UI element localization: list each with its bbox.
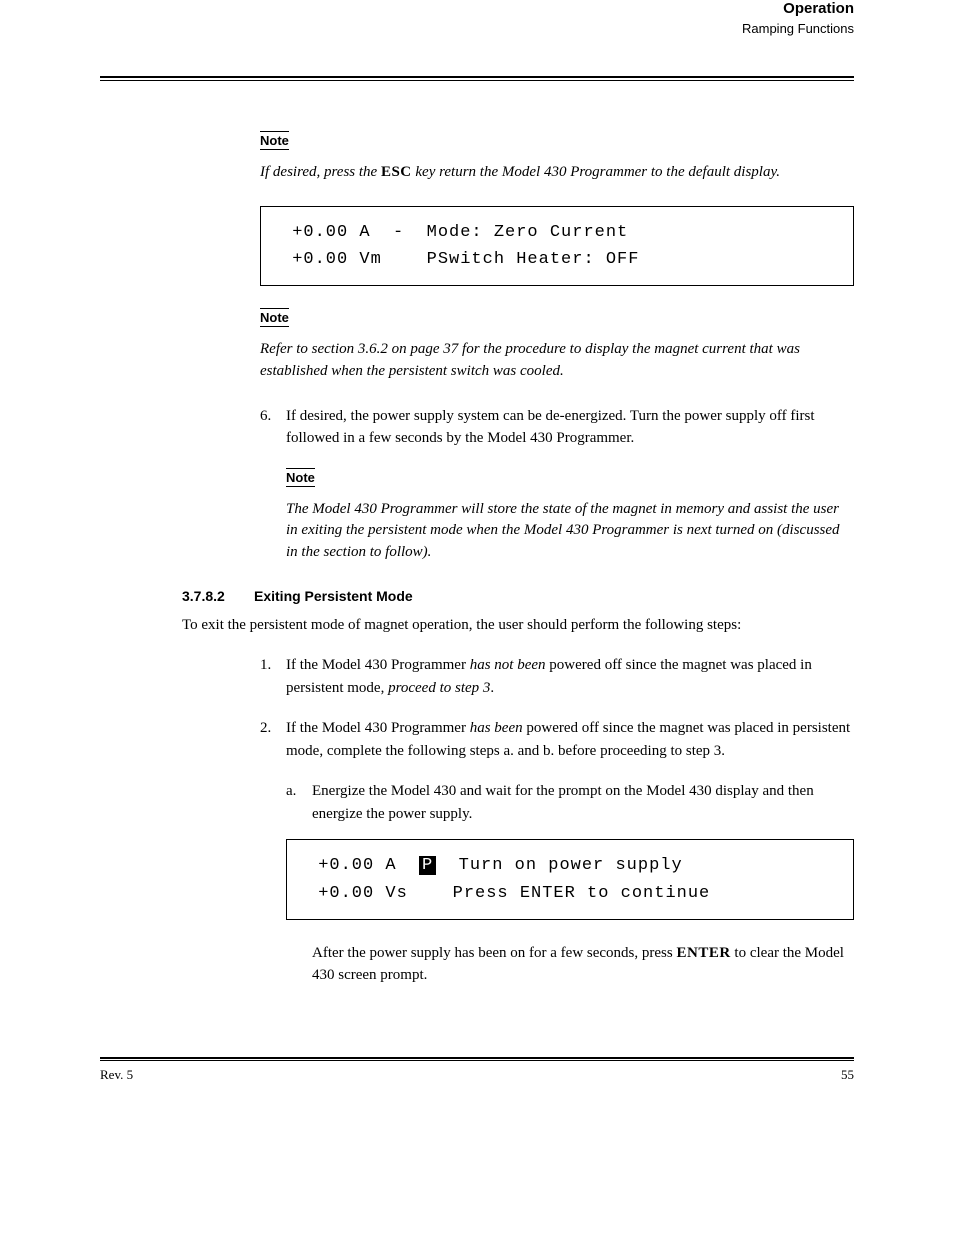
lcd-display-1: +0.00 A - Mode: Zero Current +0.00 Vm PS… xyxy=(260,206,854,286)
lcd2-l1a: +0.00 A xyxy=(307,856,419,875)
step1-pre: If the Model 430 Programmer xyxy=(286,657,470,673)
lcd2-l1b: Turn on power supply xyxy=(436,856,682,875)
section-heading: 3.7.8.2Exiting Persistent Mode xyxy=(182,588,854,604)
step-2-body: If the Model 430 Programmer has been pow… xyxy=(286,717,854,762)
after2a-pre: After the power supply has been on for a… xyxy=(312,945,676,961)
enter-key: ENTER xyxy=(676,945,730,961)
lcd1-line1: +0.00 A - Mode: Zero Current xyxy=(281,223,628,242)
section-title: Exiting Persistent Mode xyxy=(254,588,413,604)
step-2a-body: Energize the Model 430 and wait for the … xyxy=(312,780,854,825)
intro-para: To exit the persistent mode of magnet op… xyxy=(182,614,854,637)
section-num: 3.7.8.2 xyxy=(182,588,254,604)
lcd-display-2: +0.00 A P Turn on power supply +0.00 Vs … xyxy=(286,839,854,919)
note1-post: key return the Model 430 Programmer to t… xyxy=(412,164,780,180)
step-2a-num: a. xyxy=(286,780,312,825)
note1-pre: If desired, press the xyxy=(260,164,381,180)
esc-key: ESC xyxy=(381,164,412,180)
step-2-num: 2. xyxy=(260,717,286,762)
step1-em2: proceed to step 3 xyxy=(388,680,490,696)
note-label-3: Note xyxy=(286,468,315,487)
after-2a-para: After the power supply has been on for a… xyxy=(312,942,854,987)
note-body-2: Refer to section 3.6.2 on page 37 for th… xyxy=(260,339,854,383)
header-rule-top xyxy=(100,76,854,78)
step1-post: . xyxy=(490,680,494,696)
lcd2-p-indicator: P xyxy=(419,856,436,875)
lcd1-line2: +0.00 Vm PSwitch Heater: OFF xyxy=(281,250,639,269)
step-6: 6. If desired, the power supply system c… xyxy=(260,405,854,450)
footer-page: 55 xyxy=(841,1067,854,1083)
header-rule-bottom xyxy=(100,80,854,81)
lcd2-line2: +0.00 Vs Press ENTER to continue xyxy=(307,884,710,903)
step2-pre: If the Model 430 Programmer xyxy=(286,720,470,736)
step-2a: a. Energize the Model 430 and wait for t… xyxy=(286,780,854,825)
header-subtitle: Ramping Functions xyxy=(100,21,854,36)
step-6-body: If desired, the power supply system can … xyxy=(286,405,854,450)
step-1-num: 1. xyxy=(260,654,286,699)
step-2: 2. If the Model 430 Programmer has been … xyxy=(260,717,854,762)
step1-em1: has not been xyxy=(470,657,546,673)
footer-rev: Rev. 5 xyxy=(100,1067,133,1083)
step-6-num: 6. xyxy=(260,405,286,450)
step-1: 1. If the Model 430 Programmer has not b… xyxy=(260,654,854,699)
step-1-body: If the Model 430 Programmer has not been… xyxy=(286,654,854,699)
footer: Rev. 5 55 xyxy=(100,1057,854,1083)
note-body-1: If desired, press the ESC key return the… xyxy=(260,162,854,184)
header-title: Operation xyxy=(100,0,854,17)
step2-em1: has been xyxy=(470,720,523,736)
note-label-2: Note xyxy=(260,308,289,327)
note-label-1: Note xyxy=(260,131,289,150)
note-body-3: The Model 430 Programmer will store the … xyxy=(286,499,854,564)
